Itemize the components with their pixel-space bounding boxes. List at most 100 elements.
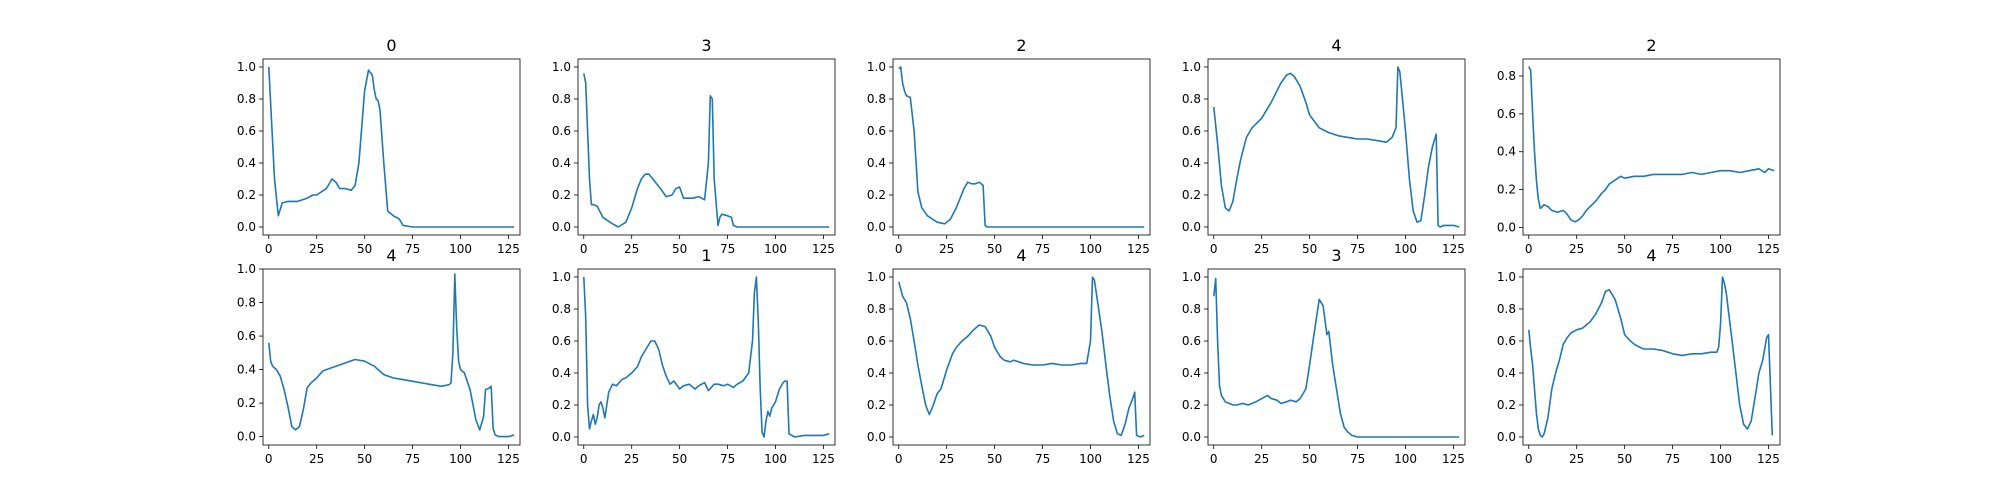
series-line xyxy=(268,66,515,228)
series-line xyxy=(1528,276,1774,438)
axes-frame xyxy=(1207,268,1466,446)
x-tick-label: 100 xyxy=(1394,242,1417,256)
y-tick-label: 0.4 xyxy=(1497,366,1516,380)
y-tick-label: 0.8 xyxy=(1182,302,1201,316)
y-tick-label: 0.6 xyxy=(1182,124,1201,138)
x-tick-label: 25 xyxy=(1254,242,1269,256)
x-tick-label: 125 xyxy=(1757,452,1780,466)
y-tick-label: 0.2 xyxy=(1182,188,1201,202)
x-tick-label: 100 xyxy=(449,242,472,256)
y-tick-label: 0.0 xyxy=(1497,220,1516,234)
x-tick-label: 75 xyxy=(1665,452,1680,466)
series-line xyxy=(1528,66,1775,223)
y-tick-label: 1.0 xyxy=(867,60,886,74)
y-tick-label: 0.6 xyxy=(1497,334,1516,348)
x-tick-label: 50 xyxy=(357,452,372,466)
x-tick-label: 50 xyxy=(1302,242,1317,256)
y-tick-label: 0.8 xyxy=(1497,69,1516,83)
y-tick-label: 0.4 xyxy=(552,366,571,380)
subplot-title: 2 xyxy=(1646,36,1656,55)
y-tick-label: 0.8 xyxy=(867,92,886,106)
x-tick-label: 75 xyxy=(720,242,735,256)
x-tick-label: 0 xyxy=(580,242,588,256)
axes-frame xyxy=(1522,268,1781,446)
axes-frame xyxy=(262,58,521,236)
subplot-title: 2 xyxy=(1016,36,1026,55)
x-tick-label: 75 xyxy=(405,242,420,256)
x-tick-label: 25 xyxy=(939,452,954,466)
y-tick-label: 0.6 xyxy=(237,124,256,138)
y-tick-label: 0.4 xyxy=(867,156,886,170)
series-line xyxy=(1213,66,1460,228)
subplot-title: 4 xyxy=(1016,246,1026,265)
y-tick-label: 0.6 xyxy=(867,334,886,348)
x-tick-label: 0 xyxy=(895,452,903,466)
x-tick-label: 75 xyxy=(405,452,420,466)
subplot-title: 4 xyxy=(386,246,396,265)
series-line xyxy=(898,66,1145,228)
x-tick-label: 75 xyxy=(1665,242,1680,256)
y-tick-label: 0.4 xyxy=(552,156,571,170)
x-tick-label: 25 xyxy=(1569,452,1584,466)
y-tick-label: 0.8 xyxy=(552,302,571,316)
y-tick-label: 0.2 xyxy=(867,398,886,412)
y-tick-label: 0.8 xyxy=(867,302,886,316)
x-tick-label: 50 xyxy=(987,242,1002,256)
x-tick-label: 50 xyxy=(672,242,687,256)
x-tick-label: 100 xyxy=(764,452,787,466)
y-tick-label: 1.0 xyxy=(237,262,256,276)
x-tick-label: 75 xyxy=(720,452,735,466)
x-tick-label: 50 xyxy=(357,242,372,256)
y-tick-label: 0.8 xyxy=(1182,92,1201,106)
x-tick-label: 25 xyxy=(624,452,639,466)
y-tick-label: 1.0 xyxy=(1182,270,1201,284)
x-tick-label: 0 xyxy=(265,452,273,466)
subplot-title: 4 xyxy=(1331,36,1341,55)
x-tick-label: 100 xyxy=(764,242,787,256)
y-tick-label: 1.0 xyxy=(552,60,571,74)
x-tick-label: 100 xyxy=(449,452,472,466)
y-tick-label: 0.0 xyxy=(1182,430,1201,444)
x-tick-label: 0 xyxy=(580,452,588,466)
y-tick-label: 0.2 xyxy=(237,188,256,202)
y-tick-label: 1.0 xyxy=(237,60,256,74)
x-tick-label: 125 xyxy=(1442,242,1465,256)
y-tick-label: 0.0 xyxy=(1497,430,1516,444)
x-tick-label: 100 xyxy=(1709,242,1732,256)
x-tick-label: 0 xyxy=(1210,242,1218,256)
y-tick-label: 0.8 xyxy=(237,92,256,106)
subplot-7: 4 0 25 50 75 100 125 0.0 0.2 0.4 0.6 0.8 1.0 xyxy=(867,246,1151,466)
y-tick-label: 0.8 xyxy=(1497,302,1516,316)
y-tick-label: 0.6 xyxy=(1497,107,1516,121)
y-tick-label: 0.0 xyxy=(552,220,571,234)
x-tick-label: 50 xyxy=(672,452,687,466)
y-tick-label: 0.0 xyxy=(552,430,571,444)
x-tick-label: 100 xyxy=(1709,452,1732,466)
y-tick-label: 0.6 xyxy=(552,124,571,138)
y-tick-label: 0.2 xyxy=(552,188,571,202)
x-tick-label: 0 xyxy=(265,242,273,256)
subplot-0: 0 0 25 50 75 100 125 0.0 0.2 0.4 0.6 0.8 1.0 xyxy=(237,36,521,256)
y-tick-label: 0.6 xyxy=(237,329,256,343)
y-tick-label: 0.0 xyxy=(1182,220,1201,234)
x-tick-label: 0 xyxy=(1525,452,1533,466)
x-tick-label: 75 xyxy=(1350,452,1365,466)
series-line xyxy=(1213,277,1460,438)
y-tick-label: 1.0 xyxy=(552,270,571,284)
y-tick-label: 0.2 xyxy=(237,396,256,410)
y-tick-label: 1.0 xyxy=(1182,60,1201,74)
x-tick-label: 0 xyxy=(1525,242,1533,256)
subplot-9: 4 0 25 50 75 100 125 0.0 0.2 0.4 0.6 0.8 1.0 xyxy=(1497,246,1781,466)
x-tick-label: 0 xyxy=(895,242,903,256)
y-tick-label: 0.4 xyxy=(237,156,256,170)
axes-frame xyxy=(892,58,1151,236)
x-tick-label: 100 xyxy=(1394,452,1417,466)
y-tick-label: 0.0 xyxy=(867,430,886,444)
subplot-title: 3 xyxy=(701,36,711,55)
axes-frame xyxy=(892,268,1151,446)
y-tick-label: 0.8 xyxy=(552,92,571,106)
x-tick-label: 125 xyxy=(1757,242,1780,256)
axes-frame xyxy=(1522,58,1781,236)
subplot-4: 2 0 25 50 75 100 125 0.0 0.2 0.4 0.6 0.8 xyxy=(1497,36,1781,256)
x-tick-label: 125 xyxy=(1127,452,1150,466)
